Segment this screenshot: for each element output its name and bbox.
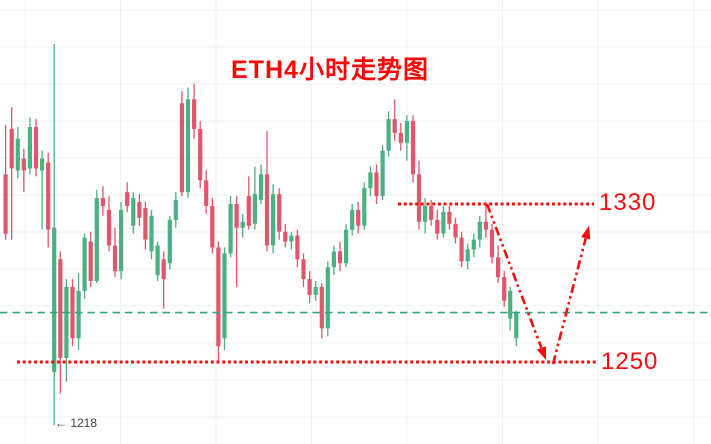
forecast_down_arrow-head xyxy=(536,346,546,360)
candle-body xyxy=(173,200,178,220)
candle-body xyxy=(192,99,197,129)
candle-body xyxy=(161,259,166,280)
candle-body xyxy=(40,158,45,171)
candle-body xyxy=(258,174,264,201)
candle-body xyxy=(137,202,142,218)
candle-body xyxy=(465,249,470,262)
candle-body xyxy=(119,209,124,272)
candle-body xyxy=(234,204,239,228)
candle-body xyxy=(76,290,81,339)
candle-body xyxy=(502,277,507,301)
chart-title: ETH4小时走势图 xyxy=(231,56,429,84)
candle-body xyxy=(416,174,422,222)
candle-body xyxy=(131,198,136,226)
candle-body xyxy=(149,215,154,252)
candle-body xyxy=(64,286,69,358)
candle-body xyxy=(228,204,233,254)
candle-body xyxy=(374,172,379,197)
candle-body xyxy=(337,251,343,264)
candle-body xyxy=(264,174,270,246)
candle-body xyxy=(100,198,105,206)
candle-body xyxy=(185,99,191,193)
candle-body xyxy=(143,207,148,240)
candle-body xyxy=(307,279,312,295)
candle-body xyxy=(429,206,434,220)
forecast_up_arrow xyxy=(551,237,587,365)
candle-body xyxy=(52,227,57,372)
candle-body xyxy=(447,211,452,224)
candle-body xyxy=(179,103,184,193)
candle-body xyxy=(453,223,458,238)
candle-body xyxy=(106,209,112,246)
candle-body xyxy=(295,235,300,260)
candle-body xyxy=(271,194,276,246)
candle-body xyxy=(283,231,288,242)
candle-body xyxy=(471,239,476,250)
candle-body xyxy=(313,286,318,295)
candle-body xyxy=(82,237,87,291)
candle-body xyxy=(46,162,51,230)
candle-body xyxy=(33,127,39,169)
candle-body xyxy=(240,221,245,228)
candle-body xyxy=(125,192,130,206)
candle-body xyxy=(489,229,495,258)
candle-body xyxy=(380,150,385,197)
candle-body xyxy=(392,119,397,133)
candle-body xyxy=(398,132,403,143)
candle-body xyxy=(301,259,306,280)
candles xyxy=(3,44,519,426)
candle-body xyxy=(410,121,416,175)
candle-body xyxy=(27,127,32,169)
candle-body xyxy=(362,188,367,226)
candle-body xyxy=(88,241,93,281)
candle-body xyxy=(459,237,464,262)
candle-body xyxy=(15,138,20,171)
candle-body xyxy=(386,119,391,151)
low-price-marker: ← 1218 xyxy=(55,416,98,430)
candle-body xyxy=(277,194,282,232)
candle-body xyxy=(496,257,501,278)
candle-body xyxy=(155,245,160,276)
level-lines xyxy=(0,202,711,364)
candle-body xyxy=(112,245,118,272)
candle-body xyxy=(289,235,294,242)
candle-body xyxy=(167,219,172,264)
candle-body xyxy=(435,219,440,234)
candle-body xyxy=(483,221,488,230)
candle-body xyxy=(198,128,203,181)
candle-body xyxy=(356,209,361,226)
candle-body xyxy=(344,229,349,264)
candle-body xyxy=(70,286,75,339)
support-price-label: 1250 xyxy=(601,348,659,375)
candle-body xyxy=(350,209,355,230)
candle-body xyxy=(508,290,513,319)
candle-body xyxy=(477,221,482,240)
candle-body xyxy=(210,206,215,248)
forecast_up_arrow-head xyxy=(581,225,591,240)
candle-body xyxy=(3,174,8,234)
forecast_down_arrow xyxy=(485,203,543,349)
candle-body xyxy=(331,251,336,268)
candle-body xyxy=(216,247,221,347)
candle-body xyxy=(514,312,519,339)
candle-body xyxy=(21,158,26,171)
candle-body xyxy=(404,121,409,143)
candle-body xyxy=(368,172,373,189)
forecast-arrows xyxy=(485,203,591,365)
candle-body xyxy=(9,128,14,169)
candle-body xyxy=(246,196,251,226)
candle-body xyxy=(423,206,428,222)
candle-body xyxy=(319,286,324,329)
candle-body xyxy=(94,198,99,281)
candle-body xyxy=(58,259,63,359)
candle-body xyxy=(441,211,446,234)
candle-body xyxy=(252,194,257,224)
candle-body xyxy=(325,267,330,329)
resistance-price-label: 1330 xyxy=(599,189,657,216)
candle-body xyxy=(222,253,227,339)
candle-body xyxy=(204,180,209,206)
